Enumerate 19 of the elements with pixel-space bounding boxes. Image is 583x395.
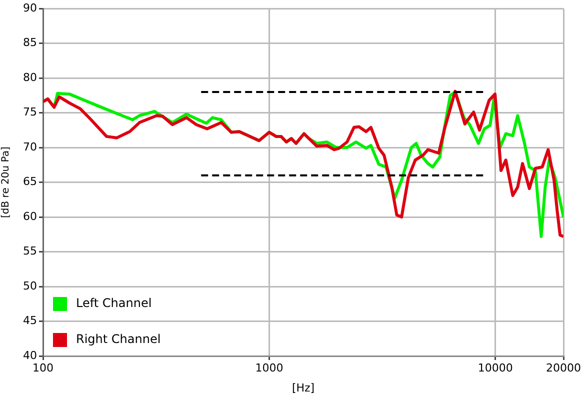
x-tick-label: 20000 — [546, 361, 582, 374]
y-tick-label: 85 — [23, 36, 37, 50]
y-tick-label: 75 — [23, 106, 37, 119]
y-tick-label: 50 — [23, 279, 37, 292]
y-tick-label: 65 — [23, 175, 37, 188]
y-tick-label: 90 — [23, 1, 37, 14]
x-tick-label: 100 — [32, 361, 54, 374]
y-tick-label: 70 — [23, 140, 37, 154]
y-tick-label: 45 — [23, 314, 37, 328]
x-tick-label: 10000 — [478, 361, 513, 374]
legend-label: Left Channel — [76, 296, 152, 310]
y-tick-label: 40 — [23, 348, 37, 362]
legend-label: Right Channel — [76, 332, 161, 346]
y-tick-label: 80 — [23, 70, 37, 84]
x-tick-label: 1000 — [255, 361, 284, 374]
y-tick-label: 55 — [23, 244, 37, 258]
x-axis-title: [Hz] — [292, 381, 315, 394]
y-axis-title: [dB re 20u Pa] — [0, 146, 12, 218]
y-tick-label: 60 — [23, 210, 37, 223]
